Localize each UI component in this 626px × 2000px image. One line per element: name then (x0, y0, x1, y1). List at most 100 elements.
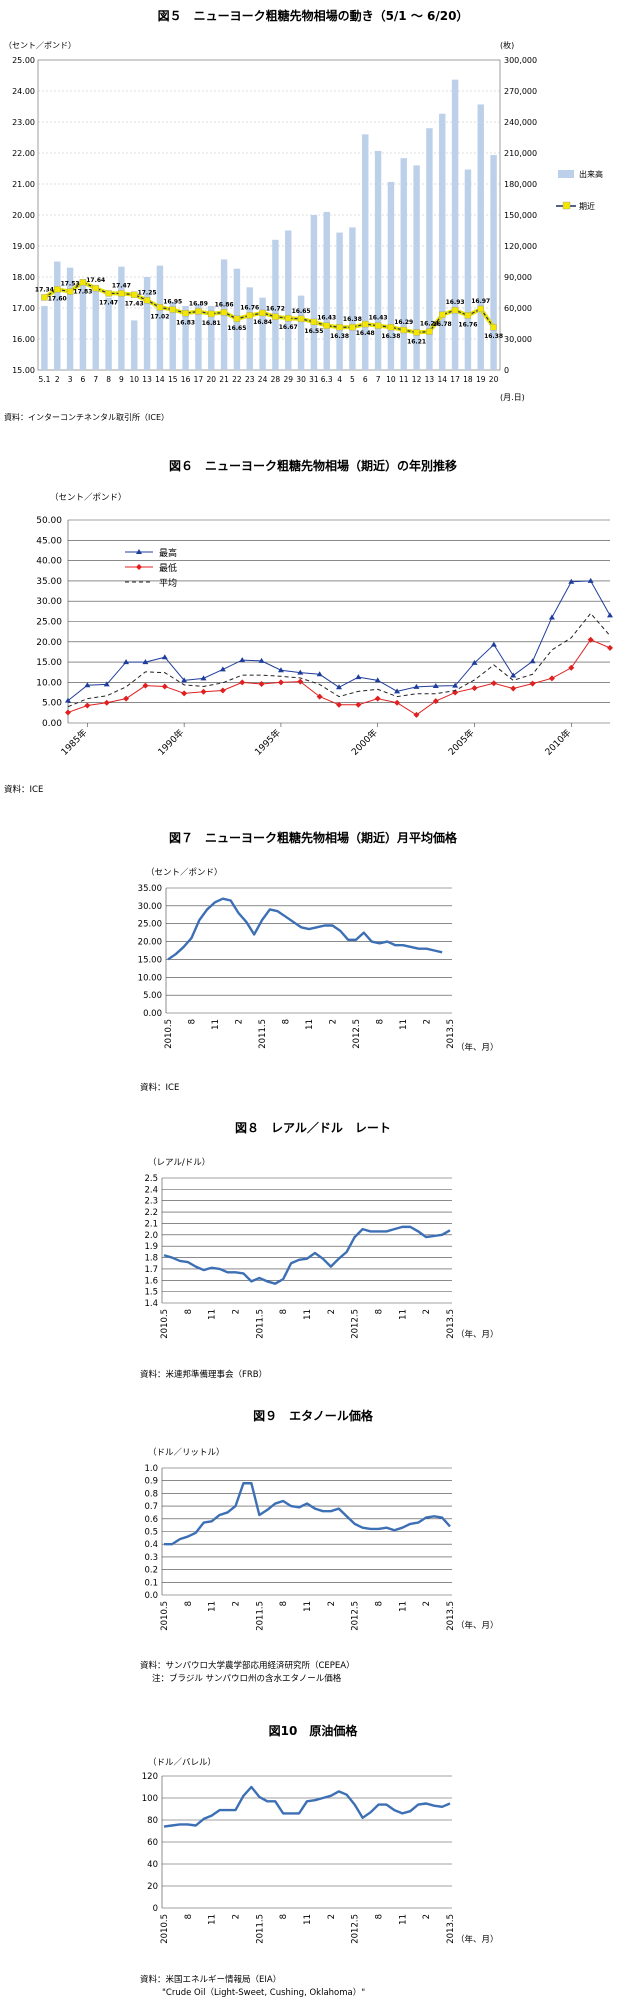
fig6-point-max (394, 688, 401, 694)
fig6-point-max (568, 578, 575, 584)
fig8-x-tick: 11 (208, 1309, 218, 1320)
fig6-x-tick: 1990年 (155, 727, 186, 758)
fig5-point-label: 17.47 (112, 282, 131, 289)
fig5-x-tick: 14 (437, 375, 447, 384)
fig6-point-min (510, 685, 517, 692)
fig5-volume-bar (54, 261, 61, 370)
fig5-price-marker (310, 318, 318, 326)
fig7-x-tick: 2011.5 (258, 1019, 268, 1049)
fig9-x-tick: 2 (327, 1601, 337, 1606)
fig5-volume-bar (118, 266, 125, 370)
fig5-point-label: 17.02 (150, 313, 169, 320)
fig5-x-tick: 10 (129, 375, 139, 384)
fig5-price-marker (387, 324, 395, 331)
fig5-volume-bar (426, 128, 433, 370)
fig9-y-tick: 0.9 (144, 1477, 158, 1487)
fig5-price-marker (105, 290, 112, 297)
fig8-source: 資料：米連邦準備理事会（FRB） (140, 1369, 267, 1380)
fig5-volume-bar (374, 150, 382, 370)
fig5-point-label: 16.84 (253, 319, 272, 326)
fig5-price-marker (297, 315, 305, 323)
fig7-y-tick: 10.00 (138, 973, 162, 983)
fig6-point-min (394, 699, 401, 706)
fig5-point-label: 16.21 (407, 338, 426, 345)
fig8-x-tick: 8 (184, 1309, 194, 1314)
fig5-x-tick: 3 (68, 375, 73, 384)
fig9-y-tick: 0.0 (144, 1591, 158, 1601)
fig6-x-tick: 2010年 (542, 727, 573, 758)
fig6-point-max (200, 675, 207, 681)
fig5-x-tick: 14 (155, 375, 165, 384)
fig5-price-marker (323, 322, 330, 329)
fig6-series-line (67, 580, 611, 702)
fig10-y-tick: 60 (147, 1838, 158, 1848)
fig5-point-label: 16.97 (471, 298, 490, 305)
fig6-point-max (123, 659, 130, 665)
fig8-y-tick: 2.3 (144, 1197, 158, 1207)
fig5-price-marker (477, 305, 484, 313)
fig7-x-tick: 2 (235, 1019, 245, 1024)
fig6-point-max (103, 681, 110, 687)
fig10-x-tick: 2011.5 (255, 1914, 265, 1944)
fig10-x-tick: 8 (184, 1914, 194, 1919)
fig6-y-tick: 5.00 (42, 699, 62, 709)
fig6-y-tick: 35.00 (36, 577, 62, 587)
fig8-x-tick: 11 (398, 1309, 408, 1320)
fig10-x-tick: 11 (208, 1914, 218, 1925)
fig6-series-line (67, 612, 611, 708)
fig5-volume-bar (208, 305, 215, 370)
fig5-x-tick: 31 (309, 375, 319, 384)
fig6-point-min (181, 690, 188, 697)
fig5-price-marker (208, 310, 215, 318)
fig5-volume-bar (246, 287, 253, 370)
fig6-y-tick: 20.00 (36, 638, 62, 648)
fig6-point-min (413, 711, 420, 718)
fig7-xlabel: （年、月） (456, 1042, 499, 1053)
fig5-source: 資料：インターコンチネンタル取引所（ICE） (4, 412, 169, 422)
fig6-point-min (219, 687, 226, 694)
fig5-left-tick: 20.00 (12, 211, 35, 220)
fig5-price-marker (336, 324, 343, 331)
fig5-x-tick: 7 (93, 375, 98, 384)
fig5-x-tick: 6.3 (321, 375, 333, 384)
figure-7: 図７ ニューヨーク粗糖先物相場（期近）月平均価格 （セント／ポンド） 0.00 5.0… (138, 830, 499, 1093)
fig5-point-label: 16.95 (163, 299, 182, 306)
fig10-y-tick: 120 (142, 1772, 158, 1782)
fig5-title: 図５ ニューヨーク粗糖先物相場の動き（5/1 ～ 6/20） (158, 8, 469, 23)
fig5-x-unit: (月.日) (500, 393, 525, 402)
fig5-price-marker (362, 320, 369, 328)
fig5-volume-bar (66, 267, 74, 370)
fig8-y-tick: 1.9 (144, 1242, 158, 1252)
fig5-price-marker (220, 309, 228, 316)
fig8-xlabel: （年、月） (456, 1329, 499, 1340)
fig5-legend-volume: 出来高 (579, 169, 603, 179)
fig5-point-label: 16.78 (433, 321, 452, 328)
fig5-price-marker (169, 306, 176, 313)
fig6-point-min (374, 695, 381, 702)
fig10-x-tick: 2 (327, 1914, 337, 1919)
fig9-x-tick: 2010.5 (160, 1601, 170, 1631)
fig6-point-max (161, 654, 168, 660)
fig7-x-tick: 2010.5 (164, 1019, 174, 1049)
fig5-price-marker (439, 311, 446, 319)
fig5-volume-bar (323, 211, 330, 370)
fig5-point-label: 16.38 (330, 333, 349, 340)
fig8-y-tick: 1.4 (144, 1299, 158, 1309)
fig5-price-marker (143, 297, 151, 304)
fig5-point-label: 17.64 (86, 277, 105, 284)
fig8-ylabel: （レアル/ドル） (148, 1157, 210, 1168)
fig8-y-tick: 1.6 (144, 1276, 158, 1286)
fig5-x-tick: 17 (450, 375, 460, 384)
fig5-point-label: 16.65 (292, 308, 311, 315)
fig5-price-marker (490, 324, 497, 331)
fig7-y-tick: 35.00 (138, 884, 162, 894)
fig6-point-max (413, 683, 420, 689)
fig5-volume-bar (285, 230, 292, 370)
fig6-point-max (297, 669, 304, 675)
fig9-note: 注：ブラジル サンパウロ州の含水エタノール価格 (152, 1673, 342, 1684)
fig5-x-tick: 5.1 (38, 375, 50, 384)
fig5-point-label: 16.65 (227, 325, 246, 332)
fig9-y-tick: 0.7 (144, 1502, 158, 1512)
fig8-y-tick: 2.2 (144, 1208, 158, 1218)
fig5-price-marker (374, 322, 382, 329)
